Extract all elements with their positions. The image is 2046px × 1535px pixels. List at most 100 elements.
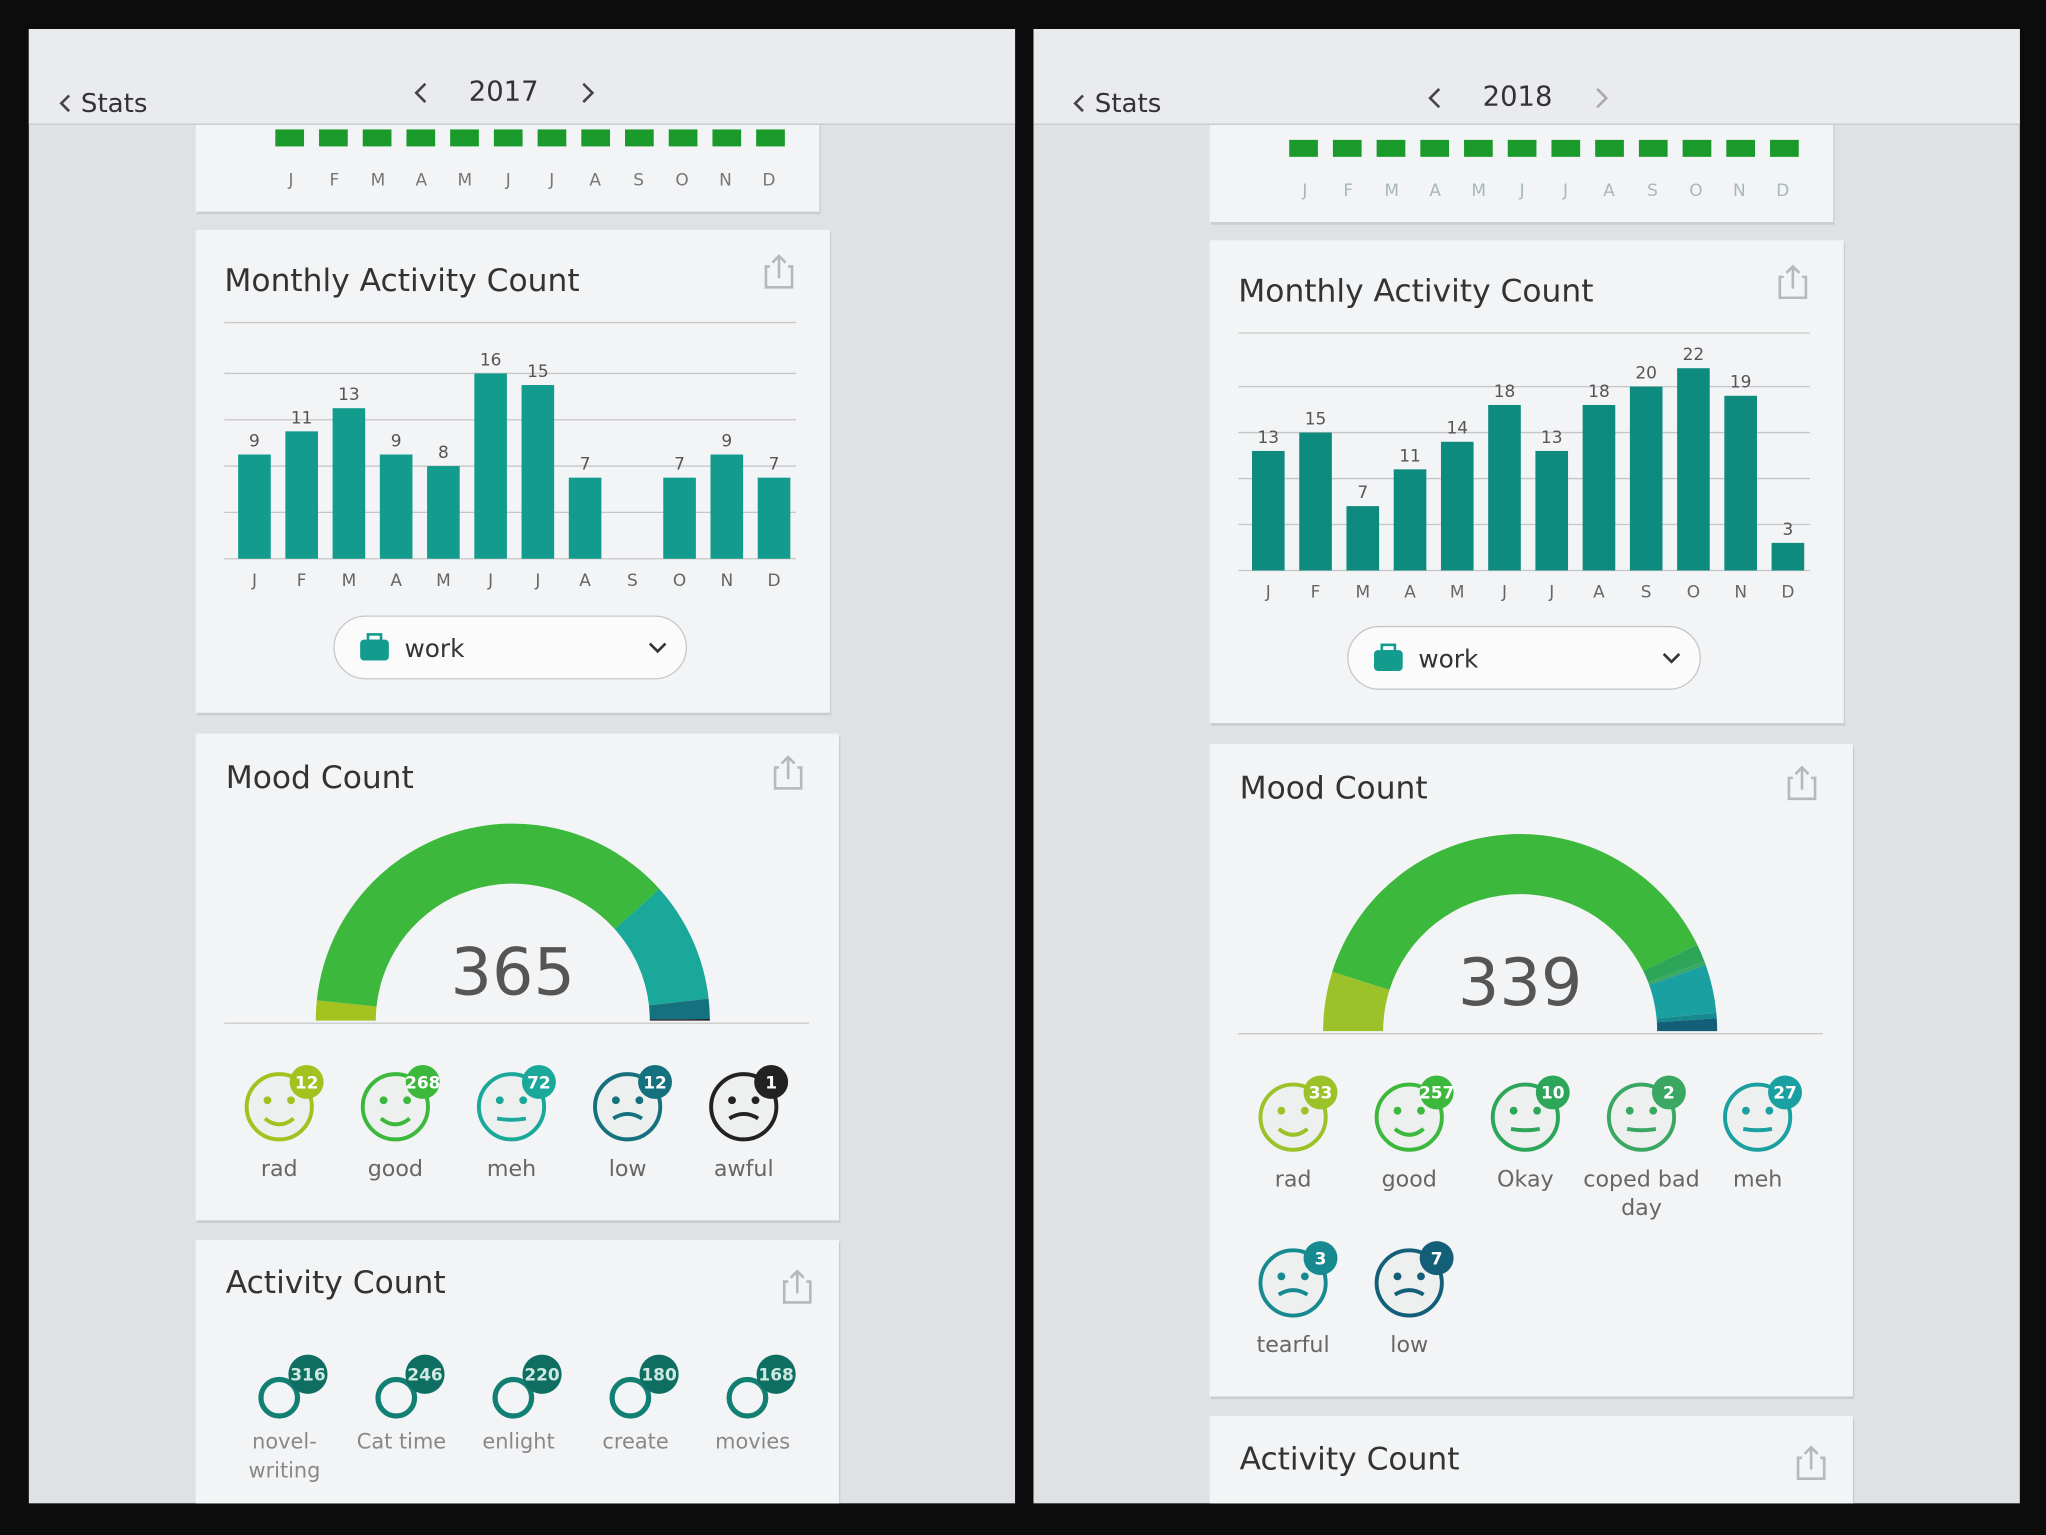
filter-dropdown[interactable]: work	[1347, 625, 1701, 690]
bar	[1535, 450, 1569, 571]
activity-icon	[375, 1376, 418, 1419]
gauge-segment	[1323, 971, 1390, 1032]
prev-year[interactable]	[414, 82, 427, 103]
card-title: Monthly Activity Count	[224, 263, 579, 299]
strip-month: O	[675, 169, 688, 189]
data-label: 18	[1588, 381, 1610, 401]
activity-icon	[492, 1376, 535, 1419]
bar	[1724, 395, 1757, 571]
mood-eye	[1649, 1106, 1658, 1115]
mood-badge	[1419, 1075, 1454, 1110]
mood-eye	[1277, 1272, 1286, 1281]
strip-month: A	[416, 169, 428, 189]
share-button[interactable]	[1796, 1445, 1826, 1480]
activity-count: 168	[758, 1365, 793, 1385]
strip-square	[450, 129, 479, 147]
mood-eye	[1277, 1106, 1286, 1115]
filter-dropdown[interactable]: work	[333, 615, 688, 680]
share-button[interactable]	[773, 755, 803, 790]
strip-month: J	[287, 169, 293, 189]
mood-eye	[1625, 1106, 1634, 1115]
strip-month: A	[1603, 180, 1615, 200]
share-icon	[782, 1269, 812, 1304]
phone-screen: J F M A M J J A S O N D Stats 2017 Monthly Activity Co…	[28, 28, 1016, 1504]
mood-mouth	[263, 1116, 295, 1127]
prev-year[interactable]	[1428, 88, 1441, 109]
mood-mouth	[1626, 1127, 1657, 1133]
mood-count: 72	[527, 1072, 551, 1092]
bar	[710, 454, 744, 559]
header	[1033, 28, 2020, 125]
share-button[interactable]	[782, 1269, 812, 1304]
activity-icon	[609, 1376, 652, 1419]
data-label: 13	[1541, 427, 1563, 447]
data-label: 3	[1783, 519, 1794, 539]
activity-count: 220	[524, 1365, 559, 1385]
strip-square	[1682, 139, 1712, 157]
strip-month: J	[1519, 180, 1525, 200]
back-button[interactable]: Stats	[59, 89, 147, 119]
share-button[interactable]	[1787, 765, 1817, 801]
mood-eye	[1509, 1106, 1518, 1115]
gauge-total: 339	[1458, 945, 1583, 1021]
mood-eye	[1300, 1272, 1309, 1281]
data-label: 9	[721, 430, 732, 450]
strip-month: S	[1647, 180, 1658, 200]
activity-badge	[405, 1354, 445, 1394]
next-year[interactable]	[1596, 88, 1609, 109]
activity-label: novel-writing	[248, 1429, 321, 1483]
strip-square	[1289, 139, 1318, 157]
x-tick-label: A	[1593, 582, 1605, 602]
back-button[interactable]: Stats	[1073, 89, 1161, 119]
mood-badge	[1303, 1241, 1338, 1276]
bar	[1299, 432, 1332, 571]
mood-badge	[1535, 1075, 1570, 1110]
mood-eye	[1417, 1272, 1425, 1281]
next-year[interactable]	[582, 82, 595, 103]
mood-label: good	[1381, 1166, 1437, 1193]
mood-label: awful	[713, 1156, 774, 1183]
data-label: 11	[291, 407, 313, 427]
mood-badge	[521, 1065, 556, 1099]
activity-label: movies	[715, 1429, 791, 1454]
data-label: 13	[1258, 427, 1280, 447]
x-tick-label: J	[1265, 582, 1271, 602]
header	[28, 28, 1016, 125]
mood-eye	[1300, 1106, 1309, 1115]
mood-eye	[728, 1096, 736, 1105]
mood-count: 12	[643, 1072, 667, 1092]
mood-label-box: good	[368, 1156, 423, 1182]
data-label: 22	[1683, 344, 1705, 364]
card-title: Activity Count	[1240, 1441, 1460, 1477]
share-icon	[1796, 1445, 1826, 1480]
x-tick-label: F	[297, 570, 307, 590]
strip-square	[756, 129, 785, 147]
mood-count: 7	[1431, 1248, 1443, 1268]
strip-square	[1376, 139, 1406, 157]
gauge-segment	[1649, 964, 1717, 1019]
mood-badge	[1419, 1241, 1454, 1276]
activity-label: create	[602, 1429, 669, 1454]
share-button[interactable]	[764, 254, 794, 289]
strip-square	[1420, 139, 1450, 157]
year: 2017	[469, 76, 539, 107]
mood-count: 10	[1541, 1083, 1565, 1103]
x-tick-label: M	[1450, 582, 1465, 602]
data-label: 7	[674, 454, 685, 474]
mood-label-box: low	[1390, 1332, 1428, 1358]
strip-square	[1726, 139, 1756, 157]
briefcase-handle	[1380, 643, 1397, 653]
share-button[interactable]	[1778, 264, 1808, 300]
x-tick-label: S	[627, 570, 638, 590]
activity-badge	[639, 1354, 679, 1394]
card-title: Monthly Activity Count	[1238, 274, 1593, 310]
mood-label: meh	[1732, 1166, 1783, 1193]
bar	[379, 454, 413, 559]
strip-month: J	[1562, 180, 1568, 200]
strip-month: M	[371, 169, 386, 189]
activity-badge	[756, 1354, 796, 1394]
gauge-segment	[649, 1018, 710, 1021]
strip-month: A	[1429, 180, 1441, 200]
data-label: 16	[480, 349, 502, 369]
